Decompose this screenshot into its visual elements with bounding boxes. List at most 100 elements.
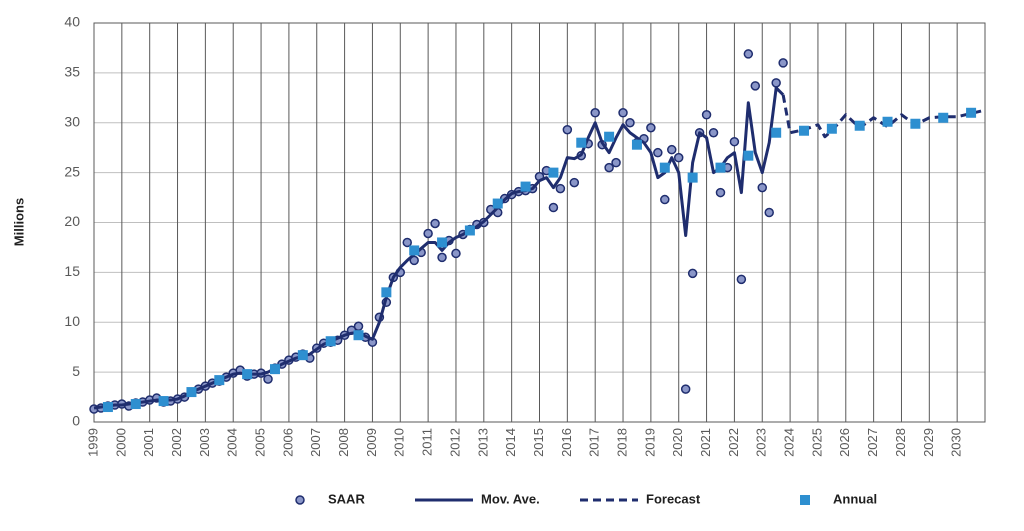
annual-point [492, 198, 503, 209]
annual-point [464, 225, 475, 236]
saar-point [646, 122, 656, 133]
annual-point [548, 167, 559, 178]
saar-point [764, 207, 774, 218]
saar-point [757, 182, 767, 193]
x-tick-label: 2002 [169, 428, 184, 457]
x-tick-label: 2023 [754, 428, 769, 457]
annual-point [799, 125, 810, 136]
saar-point [562, 124, 573, 135]
saar-point [604, 162, 614, 173]
x-tick-label: 2025 [809, 428, 824, 457]
x-tick-label: 2017 [587, 428, 602, 457]
x-tick-label: 2021 [698, 428, 713, 457]
x-tick-label: 2015 [531, 428, 546, 457]
x-tick-label: 1999 [85, 428, 100, 457]
annual-point [409, 245, 420, 256]
x-tick-label: 2007 [308, 428, 323, 457]
x-tick-label: 2000 [113, 428, 128, 457]
annual-point [520, 181, 531, 192]
annual-point [325, 336, 336, 347]
x-tick-label: 2028 [893, 428, 908, 457]
x-tick-label: 2018 [614, 428, 629, 457]
y-tick-label: 35 [64, 64, 80, 80]
saar-point [423, 228, 433, 239]
legend-label: Mov. Ave. [481, 491, 540, 506]
y-tick-label: 30 [64, 113, 80, 129]
x-tick-label: 2004 [225, 428, 240, 457]
saar-point [555, 183, 566, 194]
annual-point [186, 387, 197, 398]
x-tick-label: 2020 [670, 428, 685, 457]
x-tick-label: 2030 [949, 428, 964, 457]
saar-point [673, 152, 684, 163]
x-tick-label: 2013 [475, 428, 490, 457]
saar-point [409, 255, 419, 266]
annual-point [966, 107, 977, 118]
x-tick-label: 2003 [197, 428, 212, 457]
saar-point [353, 321, 364, 331]
x-tick-label: 2001 [141, 428, 156, 457]
legend-label: Forecast [646, 491, 701, 506]
x-tick-label: 2014 [503, 428, 518, 457]
legend-symbol [800, 495, 810, 505]
saar-point [611, 157, 621, 168]
x-tick-label: 2029 [921, 428, 936, 457]
saar-point [729, 136, 740, 147]
saar-point [771, 78, 781, 88]
annual-point [743, 150, 754, 161]
saar-point [715, 187, 726, 198]
y-tick-label: 10 [64, 313, 80, 329]
x-tick-label: 2008 [336, 428, 351, 457]
x-tick-label: 2005 [253, 428, 268, 457]
annual-point [297, 350, 308, 361]
saar-point [548, 202, 559, 213]
plot-border [93, 22, 986, 423]
x-tick-label: 2011 [420, 428, 435, 456]
annual-point [938, 112, 949, 123]
saar-point [736, 274, 747, 285]
x-tick-label: 2024 [782, 428, 797, 457]
annual-point [130, 399, 141, 410]
saar-point [569, 177, 580, 188]
annual-point [576, 137, 587, 148]
saar-point [660, 194, 670, 205]
annual-point [242, 369, 253, 380]
saar-point [451, 248, 461, 259]
annual-point [604, 131, 615, 142]
x-tick-label: 2016 [559, 428, 574, 457]
x-tick-label: 2026 [837, 428, 852, 457]
y-tick-label: 20 [64, 213, 80, 229]
saar-point [263, 374, 273, 384]
annual-point [882, 116, 893, 127]
saar-point [402, 237, 412, 248]
annual-point [715, 162, 726, 173]
saar-point [743, 49, 754, 59]
annual-point [631, 139, 642, 150]
saar-point [430, 218, 440, 229]
saar-point [778, 58, 788, 68]
forecast-line [781, 94, 983, 139]
saar-point [701, 110, 712, 120]
annual-point [353, 330, 364, 341]
annual-point [102, 402, 113, 413]
annual-point [771, 127, 782, 138]
saar-point [708, 127, 719, 138]
y-tick-label: 40 [64, 14, 80, 30]
annual-point [381, 287, 392, 298]
y-axis-label: Millions [11, 198, 26, 246]
saar-point [667, 144, 677, 155]
annual-point [910, 118, 921, 129]
legend-label: Annual [833, 491, 877, 506]
saar-point [618, 108, 628, 118]
legend-symbol [295, 495, 305, 505]
annual-point [826, 123, 837, 134]
annual-point [687, 172, 698, 183]
legend-label: SAAR [328, 491, 365, 506]
saar-point [680, 384, 691, 394]
x-tick-label: 2010 [392, 428, 407, 457]
x-tick-label: 2027 [865, 428, 880, 457]
y-tick-label: 15 [64, 263, 80, 279]
saar-point [750, 81, 761, 91]
y-tick-label: 5 [72, 363, 80, 379]
